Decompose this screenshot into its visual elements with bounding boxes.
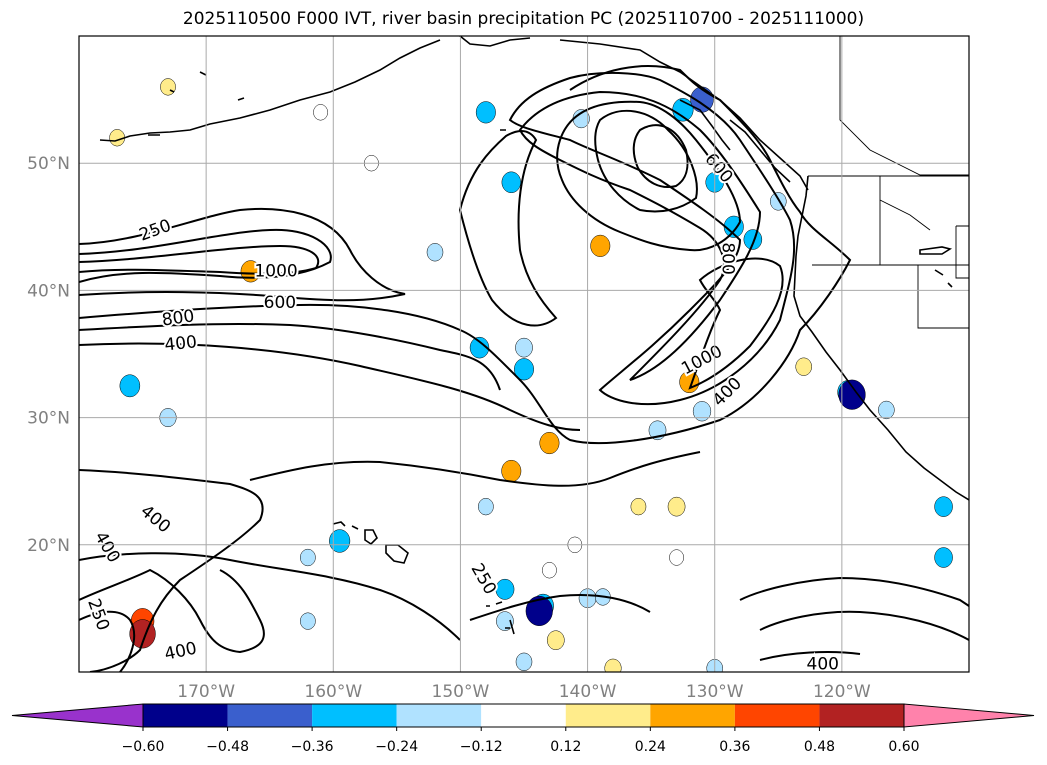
precip-pc-blob bbox=[515, 337, 533, 358]
lon-tick-label: 130°W bbox=[686, 682, 744, 702]
colorbar-extend-high bbox=[903, 703, 1035, 728]
lat-tick-label: 50°N bbox=[27, 154, 70, 174]
contour-label: 800 bbox=[161, 306, 196, 330]
colorbar-extend-low bbox=[11, 703, 144, 728]
precip-pc-blob bbox=[300, 548, 316, 567]
precip-pc-blob bbox=[475, 101, 496, 124]
contour-label: 1000 bbox=[254, 261, 297, 281]
precip-pc-blob bbox=[539, 431, 560, 455]
precip-pc-blob bbox=[515, 652, 533, 671]
ivt-contours bbox=[79, 65, 969, 672]
colorbar-segment bbox=[227, 704, 313, 727]
lat-tick-label: 20°N bbox=[27, 536, 70, 556]
lon-tick-label: 120°W bbox=[813, 682, 871, 702]
precip-pc-blob bbox=[795, 357, 812, 376]
coastlines bbox=[99, 36, 969, 635]
precip-pc-blob bbox=[838, 379, 866, 410]
longitude-tick-labels: 170°W 160°W 150°W 140°W 130°W 120°W bbox=[177, 682, 871, 702]
precip-pc-blob bbox=[934, 496, 953, 517]
lon-tick-label: 170°W bbox=[177, 682, 235, 702]
precip-pc-blob bbox=[630, 497, 647, 516]
colorbar-tick-label: 0.48 bbox=[804, 739, 835, 755]
colorbar-segment bbox=[650, 704, 735, 727]
precip-pc-blob bbox=[313, 104, 328, 121]
figure-title: 2025110500 F000 IVT, river basin precipi… bbox=[182, 9, 865, 29]
precip-pc-blob bbox=[329, 529, 351, 553]
colorbar-tick-label: −0.24 bbox=[375, 739, 418, 755]
contour-label: 800 bbox=[717, 242, 737, 274]
precip-pc-blob bbox=[501, 459, 522, 483]
lon-tick-label: 160°W bbox=[304, 682, 362, 702]
contour-label: 400 bbox=[807, 654, 839, 674]
precip-pc-blob bbox=[525, 595, 553, 626]
precip-pc-blob bbox=[878, 400, 895, 420]
precip-pc-blob bbox=[496, 611, 514, 631]
lat-tick-label: 40°N bbox=[27, 281, 70, 301]
colorbar-tick-label: 0.60 bbox=[888, 739, 919, 755]
colorbar: −0.60 −0.48 −0.36 −0.24 −0.12 0.12 0.24 0.36 0.4… bbox=[11, 703, 1035, 755]
map-plot-area: 2501000600800400600800100040040040025040… bbox=[79, 36, 969, 674]
precip-pc-blob bbox=[546, 630, 565, 650]
precip-pc-blob bbox=[934, 547, 953, 568]
colorbar-segment bbox=[481, 704, 566, 727]
precip-pc-blob bbox=[426, 243, 444, 262]
precip-pc-blob bbox=[501, 171, 521, 194]
colorbar-tick-label: −0.12 bbox=[460, 739, 503, 755]
colorbar-frame bbox=[142, 703, 905, 728]
contour-label: 400 bbox=[164, 332, 198, 355]
lon-tick-label: 140°W bbox=[559, 682, 617, 702]
precip-pc-blob bbox=[604, 658, 622, 672]
lat-tick-label: 30°N bbox=[27, 409, 70, 429]
precip-pc-blob bbox=[667, 496, 686, 517]
precip-pc-blob bbox=[300, 612, 316, 630]
colorbar-tick-label: 0.24 bbox=[635, 739, 666, 755]
precip-pc-blob bbox=[669, 549, 684, 566]
precip-pc-blob bbox=[514, 358, 534, 381]
colorbar-tick-label: −0.60 bbox=[122, 739, 165, 755]
lon-tick-label: 150°W bbox=[432, 682, 490, 702]
political-borders bbox=[808, 36, 969, 329]
colorbar-segment bbox=[396, 704, 482, 727]
precip-pc-blob bbox=[469, 336, 490, 359]
colorbar-segment bbox=[819, 704, 904, 727]
colorbar-tick-label: 0.36 bbox=[719, 739, 750, 755]
colorbar-tick-label: −0.36 bbox=[291, 739, 334, 755]
precip-pc-blob bbox=[590, 234, 611, 257]
contour-label: 600 bbox=[264, 293, 296, 313]
precip-pc-blob bbox=[478, 497, 494, 516]
latitude-tick-labels: 50°N 40°N 30°N 20°N bbox=[27, 154, 70, 556]
precip-pc-blob bbox=[119, 374, 141, 398]
precip-pc-blob bbox=[692, 401, 712, 422]
colorbar-tick-label: 0.12 bbox=[550, 739, 581, 755]
precip-pc-blob bbox=[495, 578, 515, 600]
precip-pc-blob bbox=[542, 562, 557, 579]
precip-pc-blob bbox=[743, 229, 763, 250]
map-frame bbox=[78, 35, 970, 673]
colorbar-segment bbox=[734, 704, 820, 727]
colorbar-tick-label: −0.48 bbox=[206, 739, 249, 755]
gridlines bbox=[79, 36, 969, 672]
precip-pc-blob bbox=[160, 78, 176, 96]
colorbar-segment bbox=[565, 704, 651, 727]
colorbar-segment bbox=[312, 704, 397, 727]
colorbar-segment bbox=[143, 704, 228, 727]
